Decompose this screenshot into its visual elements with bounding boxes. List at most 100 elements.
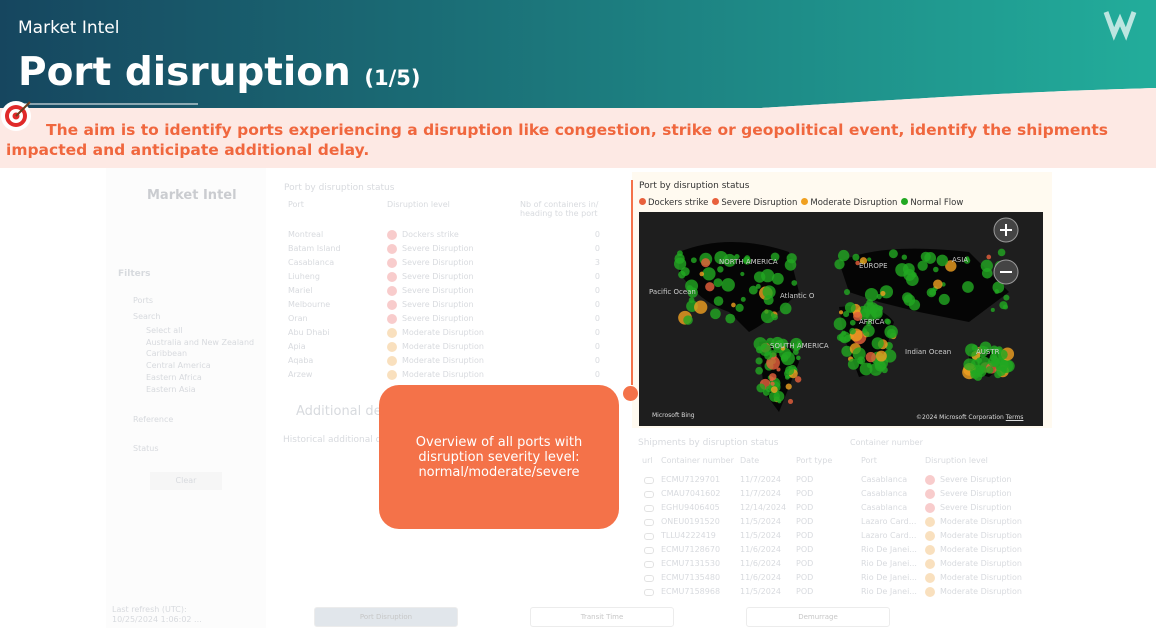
port-dot[interactable]: [791, 280, 798, 286]
port-dot[interactable]: [784, 374, 790, 380]
port-dot[interactable]: [770, 381, 775, 386]
port-dot[interactable]: [938, 293, 950, 305]
port-dot[interactable]: [852, 253, 860, 261]
port-dot[interactable]: [777, 399, 782, 404]
port-dot[interactable]: [877, 305, 884, 312]
port-dot[interactable]: [841, 345, 853, 357]
port-dot[interactable]: [884, 318, 890, 324]
port-dot[interactable]: [769, 373, 777, 381]
port-dot[interactable]: [753, 271, 766, 283]
port-dot[interactable]: [731, 302, 736, 308]
port-dot[interactable]: [875, 350, 887, 362]
port-dot[interactable]: [886, 328, 896, 338]
port-dot[interactable]: [844, 302, 856, 313]
port-dot[interactable]: [992, 281, 1005, 294]
port-dot[interactable]: [990, 307, 995, 312]
port-dot[interactable]: [743, 256, 752, 265]
link-icon[interactable]: [644, 561, 654, 568]
port-dot[interactable]: [926, 287, 937, 298]
port-dot[interactable]: [710, 308, 721, 320]
port-dot[interactable]: [924, 252, 937, 264]
port-dot[interactable]: [785, 365, 795, 376]
port-dot[interactable]: [849, 327, 856, 335]
port-dot[interactable]: [973, 372, 983, 381]
port-dot[interactable]: [786, 253, 797, 264]
port-dot[interactable]: [859, 257, 868, 265]
port-dot[interactable]: [683, 315, 693, 325]
port-dot[interactable]: [911, 271, 917, 278]
terms[interactable]: Terms: [1005, 414, 1024, 421]
port-dot[interactable]: [933, 279, 943, 289]
port-dot[interactable]: [864, 287, 879, 302]
option[interactable]: Central America: [146, 361, 211, 371]
legend-item[interactable]: Moderate Disruption: [801, 198, 897, 208]
port-dot[interactable]: [865, 351, 876, 363]
port-dot[interactable]: [725, 313, 736, 324]
link-icon[interactable]: [644, 477, 654, 484]
port-dot[interactable]: [1003, 294, 1010, 301]
port-dot[interactable]: [1002, 304, 1009, 310]
port-dot[interactable]: [867, 257, 872, 262]
option[interactable]: Australia and New Zealand: [146, 337, 255, 347]
link-icon[interactable]: [644, 589, 654, 596]
port-dot[interactable]: [901, 254, 908, 260]
port-dot[interactable]: [794, 376, 802, 383]
port-dot[interactable]: [997, 248, 1006, 257]
port-dot[interactable]: [723, 253, 737, 267]
port-dot[interactable]: [986, 254, 992, 260]
port-dot[interactable]: [933, 266, 939, 273]
port-dot[interactable]: [756, 383, 766, 393]
port-dot[interactable]: [760, 309, 775, 324]
port-dot[interactable]: [753, 337, 767, 351]
port-dot[interactable]: [883, 349, 897, 363]
port-dot[interactable]: [853, 311, 863, 322]
legend-item[interactable]: Normal Flow: [901, 198, 963, 208]
port-dot[interactable]: [936, 254, 949, 267]
port-dot[interactable]: [945, 260, 957, 272]
port-dot[interactable]: [881, 366, 888, 374]
port-dot[interactable]: [781, 351, 795, 366]
port-dot[interactable]: [680, 267, 690, 277]
port-dot[interactable]: [771, 272, 784, 285]
port-dot[interactable]: [694, 300, 708, 314]
port-dot[interactable]: [787, 398, 794, 405]
tab[interactable]: Transit Time: [530, 607, 674, 627]
shipments-filter[interactable]: Container number: [850, 438, 923, 447]
option[interactable]: Eastern Africa: [146, 372, 202, 382]
port-dot[interactable]: [985, 366, 994, 374]
port-dot[interactable]: [690, 257, 697, 264]
port-dot[interactable]: [843, 289, 851, 296]
port-dot[interactable]: [860, 308, 870, 318]
link-icon[interactable]: [644, 491, 654, 498]
port-dot[interactable]: [838, 310, 844, 315]
option[interactable]: Select all: [146, 326, 183, 335]
port-dot[interactable]: [862, 324, 875, 337]
port-dot[interactable]: [771, 336, 784, 350]
port-dot[interactable]: [705, 282, 715, 292]
tab[interactable]: Port Disruption: [314, 607, 458, 627]
port-dot[interactable]: [699, 271, 705, 277]
port-dot[interactable]: [701, 258, 711, 268]
port-dot[interactable]: [790, 337, 803, 351]
port-dot[interactable]: [838, 331, 851, 344]
port-dot[interactable]: [976, 357, 983, 364]
port-dot[interactable]: [847, 358, 860, 370]
port-dot[interactable]: [776, 367, 781, 372]
legend-item[interactable]: Dockers strike: [639, 198, 708, 208]
link-icon[interactable]: [644, 519, 654, 526]
port-dot[interactable]: [871, 337, 884, 350]
port-dot[interactable]: [768, 390, 780, 402]
port-dot[interactable]: [963, 358, 976, 371]
port-dot[interactable]: [866, 320, 872, 326]
port-dot[interactable]: [859, 362, 873, 376]
port-dot[interactable]: [837, 249, 850, 262]
port-dot[interactable]: [740, 271, 745, 277]
tab[interactable]: Demurrage: [746, 607, 890, 627]
port-dot[interactable]: [988, 355, 1000, 367]
port-dot[interactable]: [721, 278, 735, 292]
port-dot[interactable]: [770, 252, 780, 262]
port-dot[interactable]: [843, 311, 850, 318]
port-dot[interactable]: [833, 317, 847, 331]
link-icon[interactable]: [644, 575, 654, 582]
port-dot[interactable]: [981, 267, 993, 279]
